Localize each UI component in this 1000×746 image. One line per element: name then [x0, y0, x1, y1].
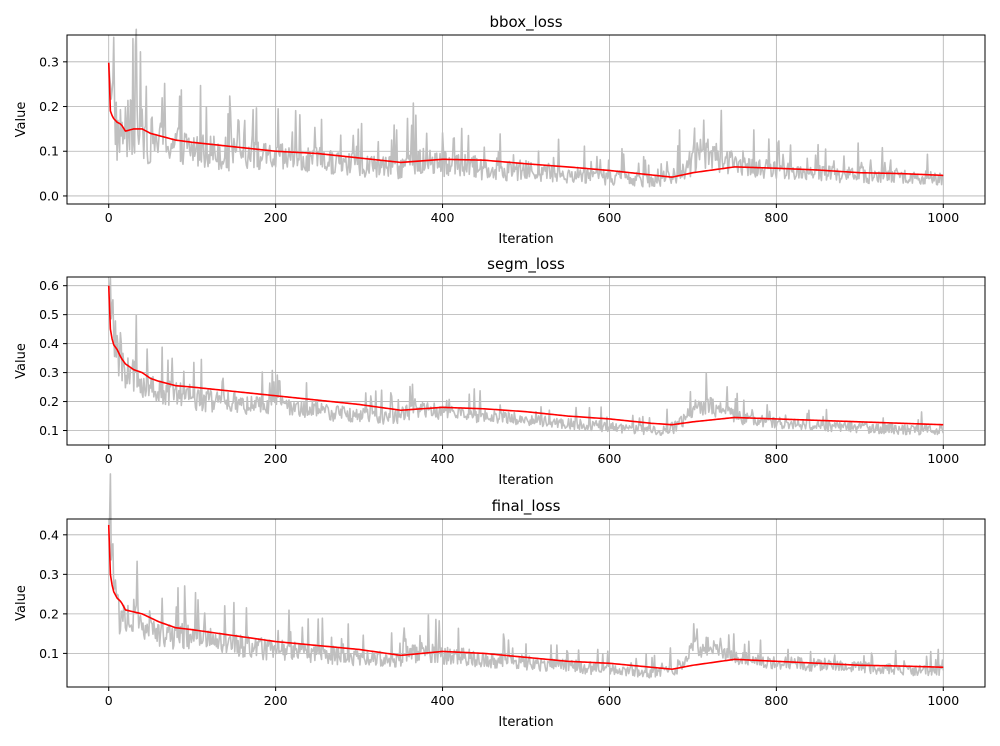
- x-tick-label: 400: [431, 451, 455, 466]
- x-tick-label: 400: [431, 210, 455, 225]
- raw-series: [107, 473, 945, 679]
- y-axis-label: Value: [14, 585, 29, 621]
- y-axis-label: Value: [14, 343, 29, 379]
- chart-title: final_loss: [492, 497, 561, 516]
- y-tick-label: 0.1: [39, 144, 59, 159]
- segm-loss-panel: 0 200 400 600 800 1000 0.1 0.2 0.3 0.4 0.5 0.6 segm…: [14, 255, 986, 488]
- y-tick-label: 0.3: [39, 567, 59, 582]
- smoothed-loss-line: [107, 285, 944, 426]
- axes-frame: [66, 518, 986, 688]
- y-tick-label: 0.2: [39, 99, 59, 114]
- x-tick-label: 0: [105, 693, 113, 708]
- raw-loss-line: [107, 473, 945, 679]
- x-tick-label: 200: [264, 210, 288, 225]
- x-tick-label: 1000: [927, 210, 959, 225]
- axes-frame: [66, 276, 986, 446]
- x-axis-label: Iteration: [498, 473, 553, 488]
- x-tick-label: 200: [264, 451, 288, 466]
- x-tick-label: 600: [598, 693, 622, 708]
- smoothed-series: [107, 524, 944, 670]
- x-tick-label: 600: [598, 451, 622, 466]
- smoothed-loss-line: [107, 62, 944, 178]
- x-tick-label: 400: [431, 693, 455, 708]
- x-tick-label: 200: [264, 693, 288, 708]
- chart-title: segm_loss: [487, 255, 565, 274]
- final-loss-panel: 0 200 400 600 800 1000 0.1 0.2 0.3 0.4 final_loss…: [14, 473, 986, 730]
- x-tick-label: 1000: [927, 451, 959, 466]
- chart-title: bbox_loss: [489, 13, 562, 32]
- x-axis-label: Iteration: [498, 715, 553, 730]
- smoothed-series: [107, 285, 944, 426]
- y-tick-label: 0.3: [39, 54, 59, 69]
- raw-series: [107, 277, 945, 436]
- ticks: 0 200 400 600 800 1000 0.1 0.2 0.3 0.4: [39, 527, 959, 708]
- y-tick-label: 0.4: [39, 336, 59, 351]
- axes-frame: [66, 34, 986, 205]
- y-tick-label: 0.0: [39, 188, 59, 203]
- grid: [67, 35, 985, 204]
- raw-loss-line: [107, 28, 945, 188]
- y-tick-label: 0.2: [39, 394, 59, 409]
- y-tick-label: 0.3: [39, 365, 59, 380]
- y-tick-label: 0.1: [39, 423, 59, 438]
- y-tick-label: 0.2: [39, 606, 59, 621]
- x-tick-label: 800: [764, 451, 788, 466]
- y-tick-label: 0.6: [39, 278, 59, 293]
- smoothed-loss-line: [107, 524, 944, 670]
- x-tick-label: 800: [764, 210, 788, 225]
- raw-loss-line: [107, 277, 945, 436]
- y-tick-label: 0.4: [39, 527, 59, 542]
- raw-series: [107, 28, 945, 188]
- ticks: 0 200 400 600 800 1000 0.1 0.2 0.3 0.4 0.5 0.6: [39, 278, 959, 466]
- smoothed-series: [107, 62, 944, 178]
- x-tick-label: 800: [764, 693, 788, 708]
- y-tick-label: 0.1: [39, 646, 59, 661]
- y-axis-label: Value: [14, 102, 29, 138]
- x-tick-label: 0: [105, 451, 113, 466]
- ticks: 0 200 400 600 800 1000 0.0 0.1 0.2 0.3: [39, 54, 959, 225]
- x-tick-label: 0: [105, 210, 113, 225]
- x-tick-label: 1000: [927, 693, 959, 708]
- x-axis-label: Iteration: [498, 232, 553, 247]
- y-tick-label: 0.5: [39, 307, 59, 322]
- x-tick-label: 600: [598, 210, 622, 225]
